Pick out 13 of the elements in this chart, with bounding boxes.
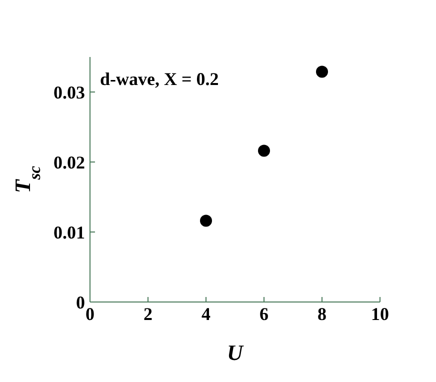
x-tick-label: 8 (318, 304, 326, 324)
annotation: d-wave, X = 0.2 (100, 69, 219, 90)
y-tick-label: 0.01 (54, 222, 85, 242)
x-tick-label: 10 (371, 304, 389, 324)
y-tick-label: 0.03 (54, 82, 85, 102)
y-tick-label: 0.02 (54, 152, 85, 172)
point (200, 214, 212, 227)
x-axis-title: U (227, 340, 244, 365)
point (316, 66, 328, 78)
x-tick-label: 2 (144, 304, 152, 324)
x-tick-label: 6 (260, 304, 268, 324)
point (258, 144, 270, 157)
x-tick-label: 4 (202, 304, 210, 324)
